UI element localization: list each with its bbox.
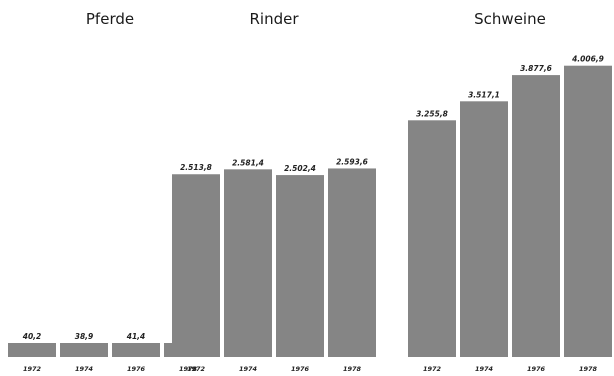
year-label-schweine-1972: 1972 [423,365,442,373]
value-label-rinder-1972: 2.513,8 [180,163,212,172]
bar-rinder-1972 [172,174,220,357]
value-label-pferde-1976: 41,4 [127,332,146,341]
value-label-rinder-1974: 2.581,4 [232,158,264,167]
year-label-pferde-1976: 1976 [127,365,146,373]
bar-schweine-1974 [460,101,508,358]
value-label-pferde-1974: 38,9 [75,332,94,341]
value-label-rinder-1976: 2.502,4 [284,164,316,173]
year-label-pferde-1972: 1972 [23,365,42,373]
bar-schweine-1978 [564,65,612,358]
bar-pferde-1974 [60,343,108,357]
value-label-pferde-1972: 40,2 [23,332,42,341]
year-label-rinder-1976: 1976 [291,365,310,373]
bar-rinder-1974 [224,169,272,357]
group-title-pferde: Pferde [86,10,134,28]
year-label-schweine-1978: 1978 [579,365,598,373]
bar-rinder-1978 [328,168,376,357]
value-label-schweine-1978: 4.006,9 [572,55,604,64]
bar-schweine-1972 [408,120,456,357]
year-label-rinder-1972: 1972 [187,365,206,373]
year-label-schweine-1976: 1976 [527,365,546,373]
value-label-schweine-1976: 3.877,6 [520,64,552,73]
bar-pferde-1972 [8,343,56,357]
group-title-schweine: Schweine [474,10,546,28]
bar-schweine-1976 [512,75,560,357]
year-label-pferde-1978: 1978 [179,365,198,373]
bar-rinder-1976 [276,175,324,357]
bar-pferde-1976 [112,343,160,357]
year-label-pferde-1974: 1974 [75,365,94,373]
value-label-schweine-1972: 3.255,8 [416,109,448,118]
year-label-rinder-1974: 1974 [239,365,258,373]
value-label-schweine-1974: 3.517,1 [468,90,500,99]
year-label-schweine-1974: 1974 [475,365,494,373]
value-label-rinder-1978: 2.593,6 [336,157,368,166]
year-label-rinder-1978: 1978 [343,365,362,373]
group-title-rinder: Rinder [249,10,299,28]
